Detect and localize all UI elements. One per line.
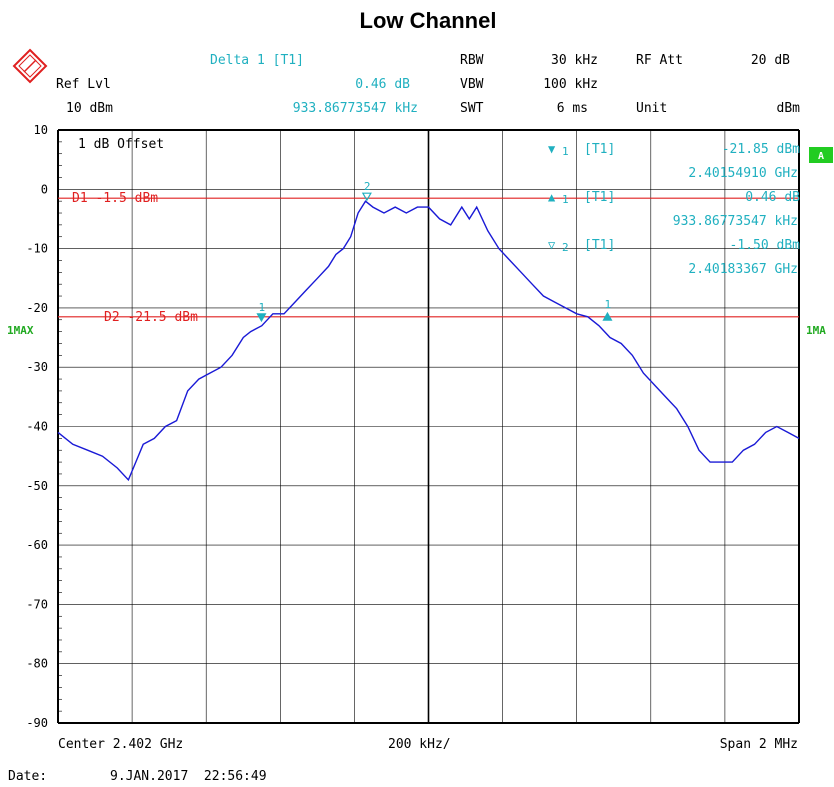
date-label: Date: bbox=[8, 769, 47, 784]
readout-trace: [T1] bbox=[584, 238, 615, 253]
marker-2-number: 2 bbox=[364, 180, 371, 193]
display-line-label: D1 -1.5 dBm bbox=[72, 191, 158, 206]
rf-att-label: RF Att bbox=[636, 53, 683, 68]
readout-value: -1.50 dBm bbox=[730, 238, 801, 253]
offset-label: 1 dB Offset bbox=[78, 137, 164, 152]
trace-1-line bbox=[57, 200, 800, 482]
delta-marker-label: Delta 1 [T1] bbox=[210, 53, 304, 68]
y-tick-labels: 10 0 -10 -20 -30 -40 -50 -60 -70 -80 -90 bbox=[26, 123, 48, 730]
y-tick-label: -80 bbox=[26, 657, 48, 671]
rbw-value: 30 kHz bbox=[551, 53, 598, 68]
y-tick-label: -50 bbox=[26, 479, 48, 493]
date-value: 9.JAN.2017 22:56:49 bbox=[110, 769, 267, 784]
marker-1-symbol bbox=[602, 311, 613, 321]
rbw-label: RBW bbox=[460, 53, 484, 68]
y-tick-label: -90 bbox=[26, 716, 48, 730]
trace-label-right: 1MA bbox=[806, 324, 826, 337]
y-tick-label: -40 bbox=[26, 420, 48, 434]
marker-1-symbol bbox=[256, 313, 267, 323]
y-tick-label: -20 bbox=[26, 301, 48, 315]
y-tick-label: -30 bbox=[26, 360, 48, 374]
delta-freq-value: 933.86773547 kHz bbox=[293, 101, 418, 116]
marker-2-symbol bbox=[361, 192, 372, 202]
readout-symbol: ▼ bbox=[548, 142, 556, 156]
center-frequency: Center 2.402 GHz bbox=[58, 737, 183, 752]
readout-id: 1 bbox=[562, 145, 569, 158]
readout-frequency: 2.40183367 GHz bbox=[688, 262, 798, 277]
ref-level-value: 10 dBm bbox=[66, 101, 113, 116]
marker-1-number: 1 bbox=[604, 298, 611, 311]
readout-symbol: ▲ bbox=[548, 190, 556, 204]
svg-text:A: A bbox=[818, 151, 824, 162]
frequency-per-division: 200 kHz/ bbox=[388, 737, 451, 752]
readout-frequency: 2.40154910 GHz bbox=[688, 166, 798, 181]
rf-att-value: 20 dB bbox=[751, 53, 790, 68]
swt-value: 6 ms bbox=[557, 101, 588, 116]
readout-trace: [T1] bbox=[584, 190, 615, 205]
delta-level-value: 0.46 dB bbox=[355, 77, 410, 92]
readout-trace: [T1] bbox=[584, 142, 615, 157]
marker-1-number: 1 bbox=[258, 301, 265, 314]
vbw-value: 100 kHz bbox=[543, 77, 598, 92]
chart-title: Low Channel bbox=[360, 8, 497, 33]
y-tick-label: -70 bbox=[26, 597, 48, 611]
readout-id: 2 bbox=[562, 241, 569, 254]
display-lines: D1 -1.5 dBm D2 -21.5 dBm bbox=[58, 191, 799, 325]
readout-id: 1 bbox=[562, 193, 569, 206]
ref-level-label: Ref Lvl bbox=[56, 77, 111, 92]
marker-readouts: ▼ 1 [T1] -21.85 dBm 2.40154910 GHz ▲ 1 [T1] 0.46… bbox=[548, 142, 800, 277]
swt-label: SWT bbox=[460, 101, 484, 116]
vbw-label: VBW bbox=[460, 77, 484, 92]
readout-frequency: 933.86773547 kHz bbox=[673, 214, 798, 229]
readout-value: 0.46 dB bbox=[745, 190, 800, 205]
screen-a-badge: A bbox=[809, 147, 833, 163]
unit-label: Unit bbox=[636, 101, 667, 116]
y-tick-label: -10 bbox=[26, 242, 48, 256]
y-tick-label: 0 bbox=[41, 182, 48, 196]
trace-label-left: 1MAX bbox=[7, 324, 34, 337]
rs-logo-icon bbox=[12, 48, 48, 84]
span-value: Span 2 MHz bbox=[720, 737, 798, 752]
readout-value: -21.85 dBm bbox=[722, 142, 800, 157]
y-tick-label: -60 bbox=[26, 538, 48, 552]
plot-grid bbox=[57, 129, 800, 724]
display-line-label: D2 -21.5 dBm bbox=[104, 310, 198, 325]
readout-symbol: ▽ bbox=[548, 238, 556, 252]
unit-value: dBm bbox=[777, 101, 801, 116]
trace-markers: 1 2 1 bbox=[256, 180, 613, 323]
y-tick-label: 10 bbox=[34, 123, 48, 137]
